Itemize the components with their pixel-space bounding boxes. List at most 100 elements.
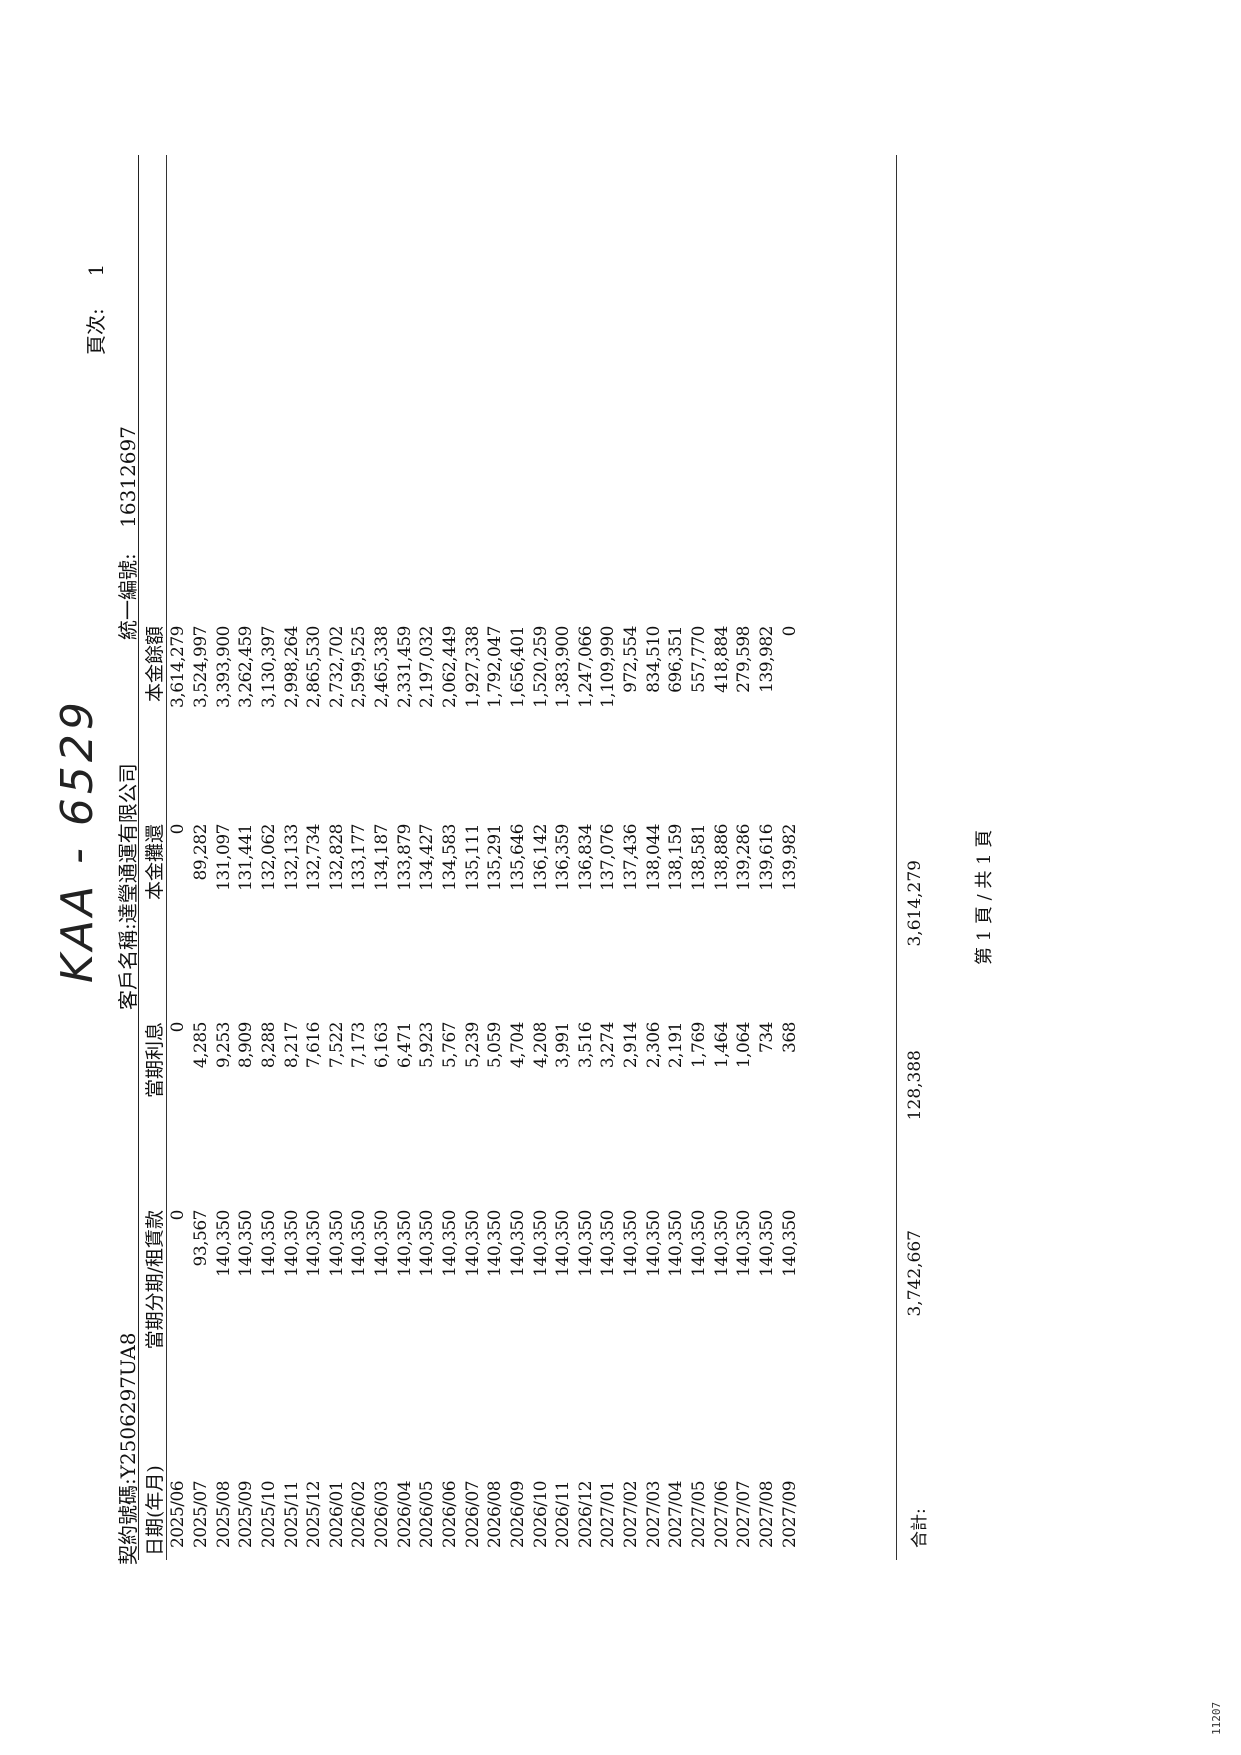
cell-balance: 1,520,259 bbox=[530, 626, 551, 709]
cell-payment: 140,350 bbox=[462, 1210, 483, 1277]
cell-interest: 3,516 bbox=[575, 1022, 596, 1069]
cell-payment: 93,567 bbox=[190, 1210, 211, 1267]
top-rule bbox=[138, 155, 139, 1560]
cell-payment: 140,350 bbox=[394, 1210, 415, 1277]
page-value: 1 bbox=[84, 263, 108, 277]
cell-principal: 0 bbox=[168, 824, 189, 835]
totals-interest: 128,388 bbox=[905, 1050, 925, 1121]
table-row: 2025/06 0 0 0 3,614,279 bbox=[167, 622, 190, 1560]
cell-interest: 4,285 bbox=[190, 1022, 211, 1069]
cell-interest: 7,173 bbox=[349, 1022, 370, 1069]
cell-payment: 140,350 bbox=[304, 1210, 325, 1277]
cell-balance: 2,865,530 bbox=[304, 626, 325, 709]
cell-payment: 140,350 bbox=[575, 1210, 596, 1277]
cell-date: 2026/12 bbox=[575, 1480, 596, 1548]
cell-principal: 134,427 bbox=[417, 824, 438, 891]
cell-balance: 1,656,401 bbox=[507, 626, 528, 709]
table-row: 2027/04 140,350 2,191 138,159 696,351 bbox=[665, 622, 688, 1560]
cell-interest: 7,522 bbox=[326, 1022, 347, 1069]
cell-date: 2025/10 bbox=[258, 1480, 279, 1548]
cell-balance: 3,393,900 bbox=[213, 626, 234, 709]
cell-principal: 138,044 bbox=[643, 824, 664, 891]
cell-interest: 0 bbox=[168, 1022, 189, 1033]
cell-balance: 2,331,459 bbox=[394, 626, 415, 709]
cell-interest: 3,991 bbox=[553, 1022, 574, 1069]
cell-balance: 139,982 bbox=[756, 626, 777, 693]
cell-interest: 4,704 bbox=[507, 1022, 528, 1069]
cell-interest: 8,217 bbox=[281, 1022, 302, 1069]
cell-balance: 972,554 bbox=[621, 626, 642, 693]
table-row: 2026/10 140,350 4,208 136,142 1,520,259 bbox=[529, 622, 552, 1560]
cell-payment: 140,350 bbox=[756, 1210, 777, 1277]
cell-interest: 2,914 bbox=[621, 1022, 642, 1069]
cell-balance: 0 bbox=[779, 626, 800, 637]
cell-interest: 1,464 bbox=[711, 1022, 732, 1069]
col-date: 日期(年月) bbox=[144, 1465, 166, 1556]
cell-date: 2026/04 bbox=[394, 1480, 415, 1548]
page-number: 頁次: 1 bbox=[80, 264, 109, 355]
cell-date: 2026/08 bbox=[485, 1480, 506, 1548]
cell-date: 2026/07 bbox=[462, 1480, 483, 1548]
cell-date: 2027/04 bbox=[666, 1480, 687, 1548]
cell-principal: 135,291 bbox=[485, 824, 506, 891]
cell-interest: 5,239 bbox=[462, 1022, 483, 1069]
table-row: 2025/11 140,350 8,217 132,133 2,998,264 bbox=[280, 622, 303, 1560]
totals-payment: 3,742,667 bbox=[905, 1230, 925, 1317]
cell-date: 2027/03 bbox=[643, 1480, 664, 1548]
cell-payment: 140,350 bbox=[417, 1210, 438, 1277]
cell-principal: 139,286 bbox=[734, 824, 755, 891]
contract-number: 契約號碼:Y2506297UA8 bbox=[112, 1333, 141, 1565]
table-row: 2026/12 140,350 3,516 136,834 1,247,066 bbox=[575, 622, 598, 1560]
table-row: 2026/02 140,350 7,173 133,177 2,599,525 bbox=[348, 622, 371, 1560]
table-row: 2026/08 140,350 5,059 135,291 1,792,047 bbox=[484, 622, 507, 1560]
table-row: 2026/11 140,350 3,991 136,359 1,383,900 bbox=[552, 622, 575, 1560]
cell-balance: 696,351 bbox=[666, 626, 687, 693]
cell-balance: 1,109,990 bbox=[598, 626, 619, 709]
handwritten-note: KAA - 6529 bbox=[52, 698, 103, 983]
cell-principal: 133,879 bbox=[394, 824, 415, 891]
cell-principal: 134,187 bbox=[372, 824, 393, 891]
cell-interest: 734 bbox=[756, 1022, 777, 1053]
cell-payment: 140,350 bbox=[507, 1210, 528, 1277]
cell-principal: 132,828 bbox=[326, 824, 347, 891]
tax-id: 統一編號: 16312697 bbox=[112, 426, 141, 640]
page-label: 頁次: bbox=[84, 308, 108, 355]
cell-balance: 1,383,900 bbox=[553, 626, 574, 709]
table-row: 2027/06 140,350 1,464 138,886 418,884 bbox=[710, 622, 733, 1560]
cell-balance: 3,262,459 bbox=[236, 626, 257, 709]
col-interest: 當期利息 bbox=[144, 1022, 166, 1099]
cell-balance: 3,614,279 bbox=[168, 626, 189, 709]
cell-date: 2025/11 bbox=[281, 1480, 302, 1548]
table-row: 2027/01 140,350 3,274 137,076 1,109,990 bbox=[597, 622, 620, 1560]
cell-interest: 6,163 bbox=[372, 1022, 393, 1069]
cell-principal: 138,581 bbox=[689, 824, 710, 891]
cell-interest: 9,253 bbox=[213, 1022, 234, 1069]
table-row: 2027/09 140,350 368 139,982 0 bbox=[778, 622, 801, 1560]
cell-balance: 3,130,397 bbox=[258, 626, 279, 709]
cell-date: 2025/06 bbox=[168, 1480, 189, 1548]
table-row: 2027/03 140,350 2,306 138,044 834,510 bbox=[642, 622, 665, 1560]
cell-payment: 140,350 bbox=[621, 1210, 642, 1277]
totals-principal: 3,614,279 bbox=[905, 860, 925, 947]
amortization-table: 日期(年月) 當期分期/租賃款 當期利息 本金攤還 本金餘額 2025/06 0 0… bbox=[140, 622, 801, 1560]
cell-principal: 131,097 bbox=[213, 824, 234, 891]
cell-interest: 8,909 bbox=[236, 1022, 257, 1069]
cell-principal: 139,982 bbox=[779, 824, 800, 891]
cell-principal: 138,886 bbox=[711, 824, 732, 891]
contract-value: Y2506297UA8 bbox=[116, 1332, 140, 1479]
cell-balance: 557,770 bbox=[689, 626, 710, 693]
cell-date: 2027/08 bbox=[756, 1480, 777, 1548]
scan-stamp: 11207 bbox=[1210, 1701, 1223, 1735]
cell-payment: 140,350 bbox=[281, 1210, 302, 1277]
cell-balance: 1,927,338 bbox=[462, 626, 483, 709]
cell-payment: 140,350 bbox=[372, 1210, 393, 1277]
col-principal: 本金攤還 bbox=[144, 824, 166, 901]
cell-principal: 135,646 bbox=[507, 824, 528, 891]
cell-payment: 140,350 bbox=[213, 1210, 234, 1277]
cell-date: 2026/09 bbox=[507, 1480, 528, 1548]
cell-interest: 368 bbox=[779, 1022, 800, 1053]
cell-balance: 2,062,449 bbox=[440, 626, 460, 709]
cell-payment: 140,350 bbox=[689, 1210, 710, 1277]
cell-payment: 140,350 bbox=[530, 1210, 551, 1277]
cell-payment: 140,350 bbox=[711, 1210, 732, 1277]
